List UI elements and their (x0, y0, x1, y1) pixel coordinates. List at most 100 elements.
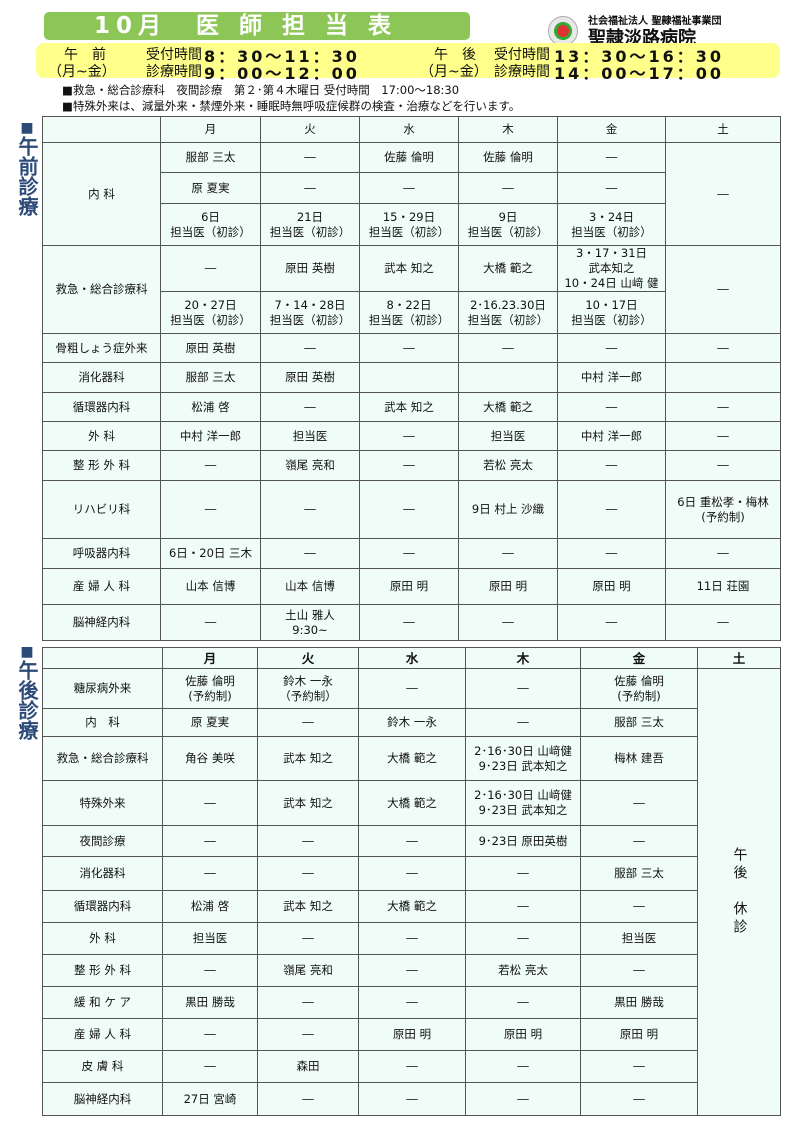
doctor-cell: 松浦 啓 (160, 392, 261, 422)
doctor-cell: 産 婦 人 科 (42, 1018, 163, 1051)
day-header: 月 (160, 116, 261, 143)
doctor-cell (665, 362, 781, 393)
doctor-cell: ― (580, 1082, 698, 1116)
department-label: 救急・総合診療科 (42, 245, 161, 334)
table-row: 20・27日 担当医（初診） 7・14・28日 担当医（初診） 8・22日 担当医（… (43, 291, 781, 334)
doctor-cell: 森田 (257, 1050, 359, 1083)
doctor-cell: 大橋 範之 (458, 392, 558, 422)
table-row: 消化器科 服部 三太 原田 英樹 中村 洋一郎 (42, 362, 781, 393)
am-section-label: ■ 午前診療 (14, 120, 40, 216)
doctor-cell: 原田 明 (359, 568, 459, 605)
table-row: 糖尿病外来 佐藤 倫明 (予約制) 鈴木 一永 （予約制） ― ― 佐藤 倫明 (予約制)… (42, 668, 781, 1116)
doctor-cell: 大橋 範之 (358, 890, 466, 923)
doctor-cell: 6日・20日 三木 (160, 538, 261, 569)
department-label: 外 科 (42, 421, 161, 451)
table-row: リハビリ科 ― ― ― 9日 村上 沙織 ― 6日 重松孝・梅林 (予約制) (42, 480, 781, 539)
doctor-cell: 原田 英樹 (160, 333, 261, 363)
doctor-cell: ― (162, 825, 258, 857)
doctor-cell: 原田 明 (358, 1018, 466, 1051)
department-label: 脳神経内科 (42, 604, 161, 641)
department-label: 呼吸器内科 (42, 538, 161, 569)
day-header: 木 (458, 116, 558, 143)
doctor-cell: 2･16･30日 山﨑健 9･23日 武本知之 (465, 780, 581, 826)
doctor-cell: 夜間診療 (42, 825, 163, 857)
doctor-cell: 武本 知之 (359, 245, 459, 292)
doctor-cell: ― (580, 1050, 698, 1083)
doctor-cell: 嶺尾 亮和 (257, 954, 359, 987)
doctor-cell: 2･16.23.30日 担当医（初診） (458, 291, 558, 334)
doctor-cell: ― (465, 1050, 581, 1083)
table-row: 緩 和 ケ ア黒田 勝哉 ― ― ― 黒田 勝哉 (42, 986, 781, 1019)
doctor-cell: 内 科 (42, 708, 163, 737)
doctor-cell: 特殊外来 (42, 780, 163, 826)
pm-schedule-table: 月火水木金土糖尿病外来 佐藤 倫明 (予約制) 鈴木 一永 （予約制） ― ― 佐藤 倫明… (42, 647, 781, 1116)
doctor-cell: 原田 明 (580, 1018, 698, 1051)
day-header: 土 (697, 647, 781, 669)
day-header: 水 (359, 116, 459, 143)
doctor-cell: ― (260, 480, 360, 539)
corner-cell (42, 116, 161, 143)
page-title: 10月 医 師 担 当 表 (44, 12, 470, 40)
table-row: 脳神経内科 ― 土山 雅人 9:30~ ― ― ― ― (42, 604, 781, 641)
doctor-cell: 8・22日 担当医（初診） (359, 291, 459, 334)
doctor-cell: ― (359, 172, 459, 204)
day-header: 月 (162, 647, 258, 669)
doctor-cell: 佐藤 倫明 (予約制) (162, 668, 258, 709)
doctor-cell: ― (257, 1082, 359, 1116)
doctor-cell: ― (160, 604, 261, 641)
doctor-cell: 角谷 美咲 (162, 736, 258, 781)
doctor-cell: 梅林 建吾 (580, 736, 698, 781)
doctor-cell: ― (260, 538, 360, 569)
doctor-cell: 佐藤 倫明 (359, 142, 459, 173)
doctor-cell: 中村 洋一郎 (557, 421, 666, 451)
pm-section-label: ■ 午後診療 (14, 644, 40, 740)
doctor-cell: ― (665, 538, 781, 569)
doctor-cell: ― (557, 480, 666, 539)
table-row: 外 科担当医 ― ― ― 担当医 (42, 922, 781, 955)
table-row: 救急・総合診療科 ― 原田 英樹 武本 知之 大橋 範之 3・17・31日 武本知之 10… (42, 245, 781, 334)
am-label: 午 前 (64, 47, 106, 63)
doctor-cell: ― (465, 986, 581, 1019)
doctor-cell: ― (557, 172, 666, 204)
doctor-cell: ― (260, 172, 360, 204)
doctor-cell: ― (665, 604, 781, 641)
doctor-cell: 担当医 (580, 922, 698, 955)
doctor-cell: ― (458, 538, 558, 569)
department-label: 糖尿病外来 (42, 668, 163, 709)
doctor-cell: 服部 三太 (160, 142, 261, 173)
table-row: 消化器科 ― ― ― ― 服部 三太 (42, 856, 781, 891)
table-row: 6日 担当医（初診） 21日 担当医（初診） 15・29日 担当医（初診） 9日 担当… (43, 203, 781, 246)
doctor-cell: ― (359, 480, 459, 539)
pm-section-text: 午後診療 (15, 660, 39, 740)
pm-reception-label: 受付時間 (494, 47, 550, 63)
doctor-cell: ― (665, 392, 781, 422)
doctor-cell: 中村 洋一郎 (160, 421, 261, 451)
doctor-cell: ― (557, 392, 666, 422)
doctor-cell: 松浦 啓 (162, 890, 258, 923)
table-row: 原 夏実 ― ― ― ― (43, 172, 781, 204)
doctor-cell: 大橋 範之 (458, 245, 558, 292)
day-header: 土 (665, 116, 781, 143)
doctor-cell: 若松 亮太 (465, 954, 581, 987)
doctor-cell: ― (257, 986, 359, 1019)
doctor-cell: ― (580, 890, 698, 923)
doctor-cell: ― (580, 780, 698, 826)
table-row: 皮 膚 科 ― 森田 ― ― ― (42, 1050, 781, 1083)
doctor-cell: ― (162, 1018, 258, 1051)
pm-label: 午 後 (434, 47, 476, 63)
doctor-cell: ― (260, 333, 360, 363)
doctor-cell: 7・14・28日 担当医（初診） (260, 291, 360, 334)
department-label: 骨粗しょう症外来 (42, 333, 161, 363)
doctor-cell: 嶺尾 亮和 (260, 450, 360, 481)
doctor-cell: 担当医 (162, 922, 258, 955)
square-bullet-icon: ■ (20, 120, 34, 136)
doctor-cell: ― (160, 245, 261, 292)
doctor-cell: 3・17・31日 武本知之 10・24日 山﨑 健 (557, 245, 666, 292)
doctor-cell: 武本 知之 (359, 392, 459, 422)
doctor-cell: 9･23日 原田英樹 (465, 825, 581, 857)
am-section-text: 午前診療 (15, 136, 39, 216)
table-row: 産 婦 人 科山本 信博 山本 信博 原田 明原田 明原田 明 11日 荘園 (42, 568, 781, 605)
doctor-cell: 黒田 勝哉 (162, 986, 258, 1019)
table-row: 産 婦 人 科 ― ― 原田 明原田 明原田 明 (42, 1018, 781, 1051)
doctor-cell: ― (458, 333, 558, 363)
